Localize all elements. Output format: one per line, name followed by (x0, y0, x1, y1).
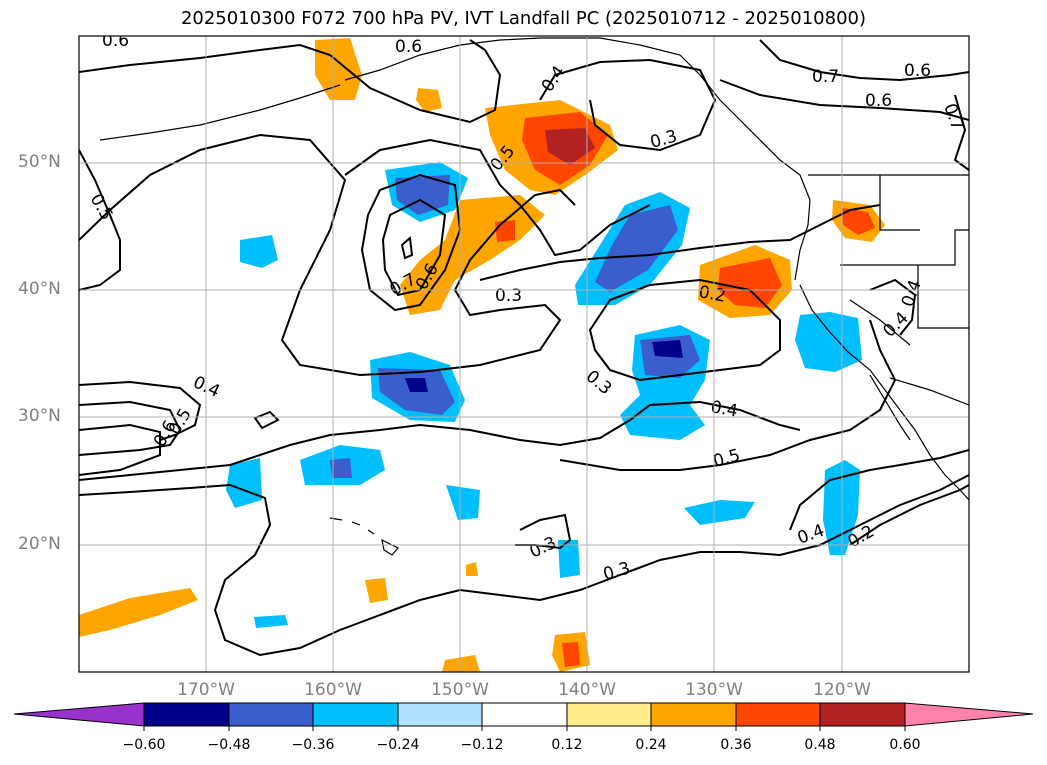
lon-label-120w: 120°W (813, 680, 871, 700)
contour-mid-east (479, 204, 881, 281)
lon-label-130w: 130°W (685, 680, 743, 700)
ivt-contours (79, 39, 969, 657)
negative-anomaly-small-2 (684, 500, 755, 525)
map-frame (78, 35, 970, 673)
aleutian-chain (99, 84, 341, 141)
contour-east-04 (869, 278, 917, 336)
contour-north-high (79, 39, 502, 124)
positive-anomaly-south-2-core (562, 642, 580, 667)
contour-west-south-5 (79, 474, 969, 657)
contour-label: 0.6 (865, 91, 892, 111)
colorbar-label: 0.24 (635, 737, 667, 753)
colorbar-segment (143, 702, 230, 727)
contour-east-06 (719, 79, 969, 121)
contour-central-ring (588, 278, 781, 382)
colorbar-segment (650, 702, 737, 727)
colorbar-extend-low (13, 702, 145, 727)
colorbar-segment (228, 702, 314, 727)
negative-anomaly-southcenter-core (652, 340, 683, 358)
negative-anomaly-coast (795, 312, 862, 372)
contour-label: 0.7 (812, 67, 839, 87)
negative-anomaly-small-3 (558, 540, 580, 578)
hawaii-islands (329, 517, 399, 556)
gridlines (79, 36, 969, 672)
colorbar-label: −0.60 (122, 737, 166, 753)
north-america-coast (799, 284, 969, 501)
positive-anomaly-south-3 (442, 655, 480, 672)
colorbar-segment (397, 702, 483, 727)
negative-anomaly-small-4 (254, 615, 288, 628)
negative-anomaly-center-core (405, 378, 428, 392)
colorbar (13, 702, 1034, 731)
colorbar-label: −0.12 (460, 737, 504, 753)
lat-label-30n: 30°N (18, 406, 61, 426)
positive-anomaly-north-small (416, 88, 442, 112)
contour-west-south-3 (79, 423, 161, 476)
lat-label-50n: 50°N (18, 152, 61, 172)
colorbar-label: 0.60 (889, 737, 921, 753)
colorbar-segment (312, 702, 399, 727)
lon-label-170w: 170°W (177, 680, 235, 700)
negative-anomaly-west (240, 235, 278, 268)
positive-anomaly-southwest (79, 588, 198, 637)
positive-anomaly-mid-core (495, 220, 515, 242)
colorbar-segment (481, 702, 568, 727)
contour-west-south-2 (79, 400, 182, 456)
contour-ring-1 (360, 173, 462, 312)
colorbar-segment (566, 702, 652, 727)
colorbar-label: −0.24 (376, 737, 420, 753)
state-border-4 (849, 299, 911, 346)
negative-anomaly-small-1 (446, 485, 480, 520)
positive-anomaly-south-1 (365, 578, 388, 603)
lon-label-140w: 140°W (558, 680, 616, 700)
contour-west-south (79, 380, 202, 441)
lon-label-160w: 160°W (304, 680, 362, 700)
contour-south-04 (789, 449, 969, 531)
state-border-1 (879, 175, 920, 231)
map-title: 2025010300 F072 700 hPa PV, IVT Landfall… (180, 8, 867, 29)
positive-anomaly-gulf-max (545, 128, 595, 165)
contour-small-cell (253, 410, 280, 430)
coastlines (99, 37, 969, 556)
colorbar-extend-high (904, 702, 1034, 727)
colorbar-segment (819, 702, 906, 727)
negative-anomaly-southwest (226, 458, 262, 508)
contour-label: 0.6 (102, 31, 129, 51)
baja-coast (869, 374, 911, 441)
colorbar-label: 0.36 (720, 737, 752, 753)
contour-west-large (79, 133, 576, 377)
contour-east-07 (759, 39, 969, 82)
colorbar-label: 0.48 (804, 737, 836, 753)
contour-upper-ring (539, 58, 717, 152)
contour-south-02 (849, 484, 969, 546)
colorbar-label: −0.48 (207, 737, 251, 753)
lon-label-150w: 150°W (431, 680, 489, 700)
colorbar-segment (735, 702, 821, 727)
contour-east-right (953, 94, 969, 171)
colorbar-label: −0.36 (291, 737, 335, 753)
negative-anomaly-diagonal-core (595, 205, 678, 292)
positive-anomaly-east-core (718, 258, 782, 308)
contour-south-east (559, 319, 897, 471)
mexico-border (889, 377, 969, 406)
contour-label: 0.6 (395, 37, 422, 57)
contour-label: 0.3 (495, 286, 522, 306)
positive-anomaly-tiny (466, 562, 478, 576)
contour-label: 0.6 (904, 61, 931, 81)
contour-west-05 (79, 149, 121, 291)
lat-label-20n: 20°N (18, 534, 61, 554)
negative-anomaly-south-core (330, 458, 352, 478)
state-border-3 (917, 265, 969, 329)
contour-label: 0.2 (697, 282, 727, 306)
state-border-2 (840, 229, 969, 266)
contour-west-south-4 (79, 400, 801, 481)
contour-big-ring (344, 138, 651, 257)
colorbar-label: 0.12 (551, 737, 583, 753)
contour-ring-3 (400, 235, 414, 260)
lat-label-40n: 40°N (18, 279, 61, 299)
positive-anomaly-coast-core (842, 208, 875, 235)
